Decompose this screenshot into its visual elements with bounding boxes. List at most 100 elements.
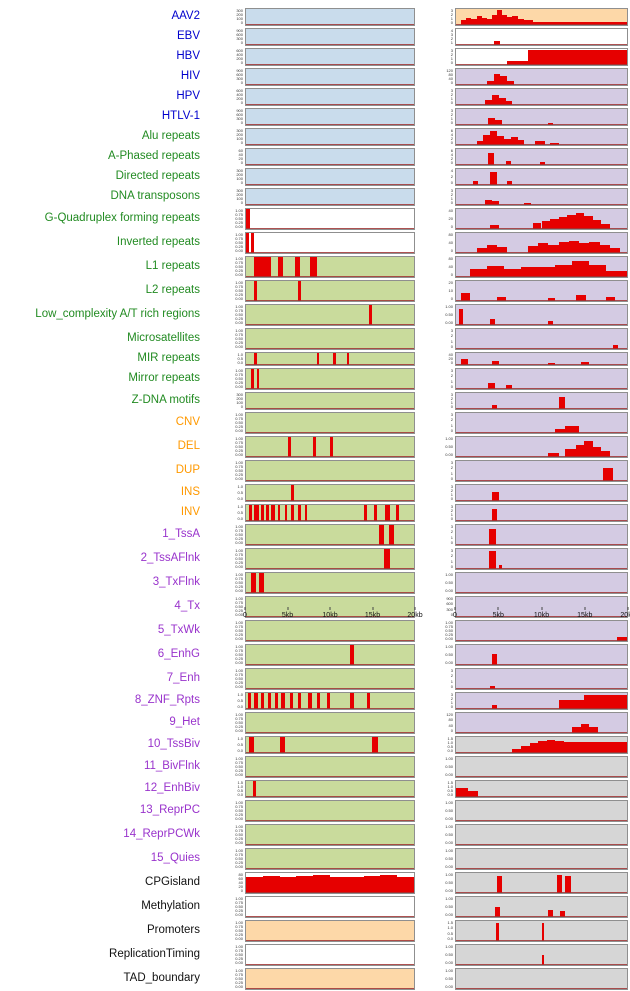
y-axis-tick-label: 0 — [450, 60, 453, 65]
signal-bar — [304, 505, 308, 521]
y-axis-tick-label: 600 — [236, 48, 243, 53]
y-axis-tick-label: 0.50 — [235, 580, 243, 585]
x-axis-panel: 0 5kb 10kb 15kb 20kb — [453, 607, 630, 627]
y-axis-ticks: 1.00 0.50 0.00 — [415, 644, 455, 666]
signal-bar — [550, 22, 627, 25]
track-plot-left — [245, 712, 415, 734]
y-axis-tick-label: 2 — [450, 174, 453, 179]
y-axis-tick-label: 80 — [448, 717, 453, 723]
y-axis-tick-label: 3 — [450, 368, 453, 373]
track-plot-left — [245, 168, 415, 186]
y-axis-tick-label: 0 — [450, 383, 453, 389]
zero-baseline — [456, 144, 627, 145]
y-axis-tick-label: 40 — [238, 152, 243, 157]
y-axis-tick-label: 900 — [446, 596, 453, 601]
signal-bar — [512, 15, 518, 25]
y-axis-ticks: 1.00 0.75 0.50 0.25 0.00 — [205, 824, 245, 846]
track-row: HTLV-1 900 600 300 0 3 2 1 0 — [0, 107, 628, 127]
y-axis-tick-label: 0.00 — [235, 636, 243, 641]
y-axis-ticks: 80 40 0 — [415, 256, 455, 278]
signal-bar — [397, 876, 414, 893]
track-row: 9_Het 1.00 0.75 0.50 0.25 0.00 120 80 40 0 — [0, 711, 628, 735]
y-axis-tick-label: 1.0 — [237, 504, 243, 509]
signal-bar — [476, 16, 482, 25]
y-axis-tick-label: 300 — [236, 76, 243, 81]
signal-bar — [473, 180, 479, 185]
y-axis-tick-label: 0.50 — [445, 652, 453, 657]
y-axis-tick-label: 1.00 — [235, 596, 243, 601]
y-axis-tick-label: 1 — [450, 558, 453, 564]
track-plot-right — [455, 504, 628, 522]
y-axis-ticks: 1.00 0.75 0.50 0.25 0.00 — [205, 328, 245, 350]
signal-bar — [288, 437, 292, 457]
y-axis-tick-label: 0.0 — [237, 496, 243, 501]
track-plot-right — [455, 280, 628, 302]
y-axis-tick-label: 0 — [450, 343, 453, 349]
y-axis-tick-label: 10 — [448, 288, 453, 293]
signal-bar — [584, 441, 593, 457]
track-plot-left — [245, 896, 415, 918]
y-axis-tick-label: 0.00 — [445, 864, 453, 869]
signal-bar — [609, 248, 621, 253]
signal-bar — [277, 257, 283, 277]
y-axis-ticks: 1.00 0.50 0.00 — [415, 944, 455, 966]
zero-baseline — [246, 940, 414, 941]
y-axis-ticks: 1.0 0.5 0.0 — [205, 504, 245, 522]
signal-bar — [507, 80, 515, 85]
signal-bar — [378, 525, 384, 545]
signal-bar — [267, 693, 272, 709]
signal-bar — [584, 694, 627, 709]
y-axis-ticks: 1.00 0.50 0.00 — [415, 304, 455, 326]
zero-baseline — [246, 892, 414, 893]
y-axis-ticks: 1.5 1.0 0.5 0.0 — [205, 780, 245, 798]
y-axis-tick-label: 60 — [238, 148, 243, 153]
track-label: A-Phased repeats — [107, 150, 200, 163]
signal-bar — [490, 225, 499, 229]
y-axis-tick-label: 0.25 — [235, 380, 243, 385]
y-axis-tick-label: 2 — [450, 333, 453, 339]
track-label: Low_complexity A/T rich regions — [35, 308, 200, 321]
y-axis-tick-label: 0 — [240, 160, 243, 165]
zero-baseline — [456, 916, 627, 917]
track-plot-left — [245, 756, 415, 778]
y-axis-tick-label: 100 — [236, 16, 243, 21]
y-axis-tick-label: 0.0 — [447, 748, 453, 753]
track-plot-right — [455, 328, 628, 350]
track-label: Inverted repeats — [116, 236, 200, 249]
y-axis-tick-label: 300 — [236, 36, 243, 41]
y-axis-tick-label: 0 — [450, 475, 453, 481]
y-axis-tick-label: 0 — [240, 80, 243, 85]
track-plot-left — [245, 392, 415, 410]
y-axis-tick-label: 1.0 — [237, 736, 243, 741]
track-plot-right — [455, 436, 628, 458]
zero-baseline — [246, 592, 414, 593]
y-axis-tick-label: 0.00 — [235, 660, 243, 665]
signal-bar — [388, 525, 394, 545]
y-axis-ticks: 300 200 100 0 — [205, 392, 245, 410]
track-row: 8_ZNF_Rpts 1.0 0.5 0.0 3 2 1 0 — [0, 691, 628, 711]
y-axis-ticks: 1.0 0.5 0.0 — [205, 692, 245, 710]
y-axis-ticks: 1.00 0.50 0.00 — [415, 872, 455, 894]
signal-bar — [326, 693, 330, 709]
signal-bar — [584, 215, 593, 229]
y-axis-tick-label: 3 — [450, 460, 453, 465]
y-axis-tick-label: 0.00 — [235, 248, 243, 253]
signal-bar — [485, 199, 492, 205]
track-row: 12_EnhBiv 1.5 1.0 0.5 0.0 1.5 1.0 0.5 0.0 — [0, 779, 628, 799]
y-axis-tick-label: 4 — [450, 168, 453, 173]
y-axis-tick-label: 6 — [450, 148, 453, 153]
y-axis-tick-label: 0 — [240, 180, 243, 185]
x-axis-tick-label: 15kb — [364, 612, 381, 619]
y-axis-tick-label: 0 — [450, 200, 453, 205]
signal-bar — [500, 76, 508, 85]
y-axis-tick-label: 1.00 — [235, 256, 243, 261]
signal-bar — [308, 693, 312, 709]
track-plot-right — [455, 208, 628, 230]
x-axis-tick-label: 0 — [453, 612, 457, 619]
zero-baseline — [246, 640, 414, 641]
zero-baseline — [456, 844, 627, 845]
signal-bar — [565, 876, 571, 893]
y-axis-tick-label: 0.50 — [235, 264, 243, 269]
y-axis-tick-label: 2 — [450, 529, 453, 535]
